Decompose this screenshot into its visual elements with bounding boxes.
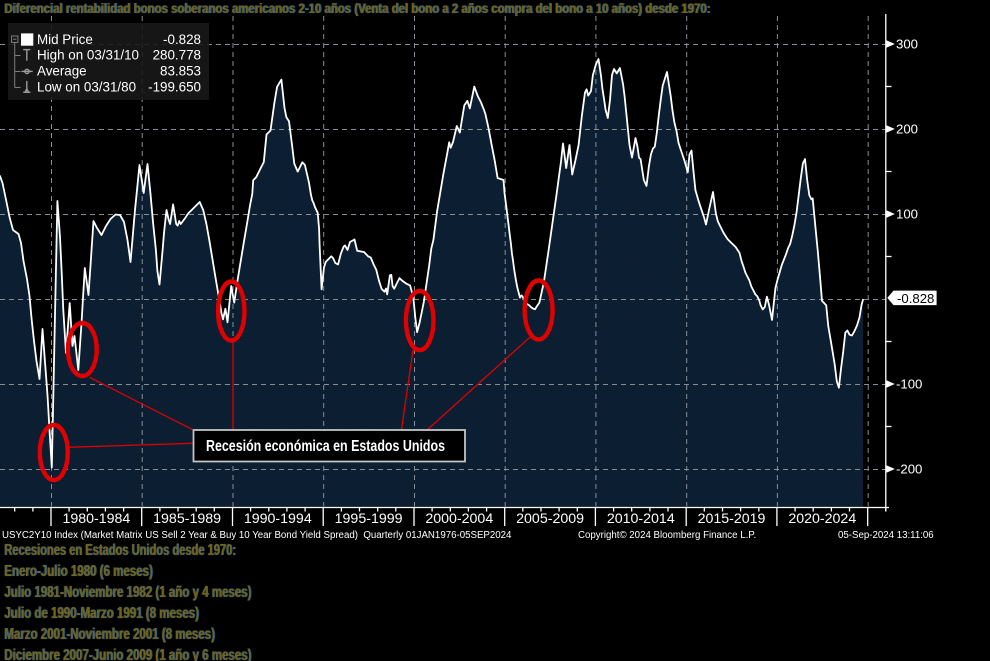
svg-text:-0.828: -0.828	[163, 32, 201, 47]
svg-text:200: 200	[896, 122, 918, 137]
svg-text:100: 100	[896, 207, 918, 222]
svg-text:Low on 03/31/80: Low on 03/31/80	[37, 80, 136, 95]
svg-text:2005-2009: 2005-2009	[516, 511, 584, 527]
svg-text:Recesión económica en Estados: Recesión económica en Estados Unidos	[206, 438, 445, 455]
svg-text:280.778: 280.778	[153, 48, 201, 63]
svg-text:-200: -200	[896, 462, 922, 477]
svg-text:1980-1984: 1980-1984	[62, 511, 130, 527]
svg-text:1995-1999: 1995-1999	[335, 511, 403, 527]
svg-text:300: 300	[896, 37, 918, 52]
svg-text:Mid Price: Mid Price	[37, 32, 93, 47]
svg-text:High on 03/31/10: High on 03/31/10	[37, 48, 139, 63]
svg-text:2015-2019: 2015-2019	[698, 511, 766, 527]
svg-text:2020-2024: 2020-2024	[788, 511, 856, 527]
svg-text:2010-2014: 2010-2014	[607, 511, 675, 527]
svg-text:83.853: 83.853	[160, 64, 201, 79]
svg-text:-199.650: -199.650	[148, 80, 201, 95]
svg-text:1985-1989: 1985-1989	[153, 511, 221, 527]
svg-text:Average: Average	[37, 64, 87, 79]
svg-text:2000-2004: 2000-2004	[425, 511, 493, 527]
svg-text:1990-1994: 1990-1994	[244, 511, 312, 527]
svg-text:-0.828: -0.828	[897, 291, 934, 306]
svg-text:-100: -100	[896, 377, 922, 392]
